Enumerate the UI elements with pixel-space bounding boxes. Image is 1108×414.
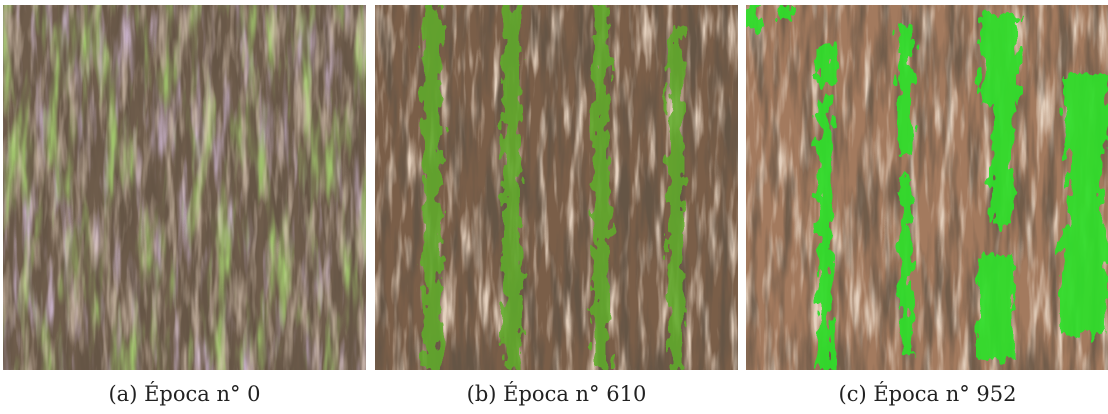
caption: (b) Época n° 610 <box>375 382 738 406</box>
caption: (a) Época n° 0 <box>3 382 366 406</box>
figure: (a) Época n° 0 (b) Época n° 610 <box>0 0 1108 414</box>
panel-a <box>3 5 366 370</box>
panel-c <box>746 5 1108 370</box>
generated-image <box>3 5 366 370</box>
generated-image <box>746 5 1108 370</box>
panel-b <box>375 5 738 370</box>
caption: (c) Época n° 952 <box>746 382 1108 406</box>
generated-image <box>375 5 738 370</box>
